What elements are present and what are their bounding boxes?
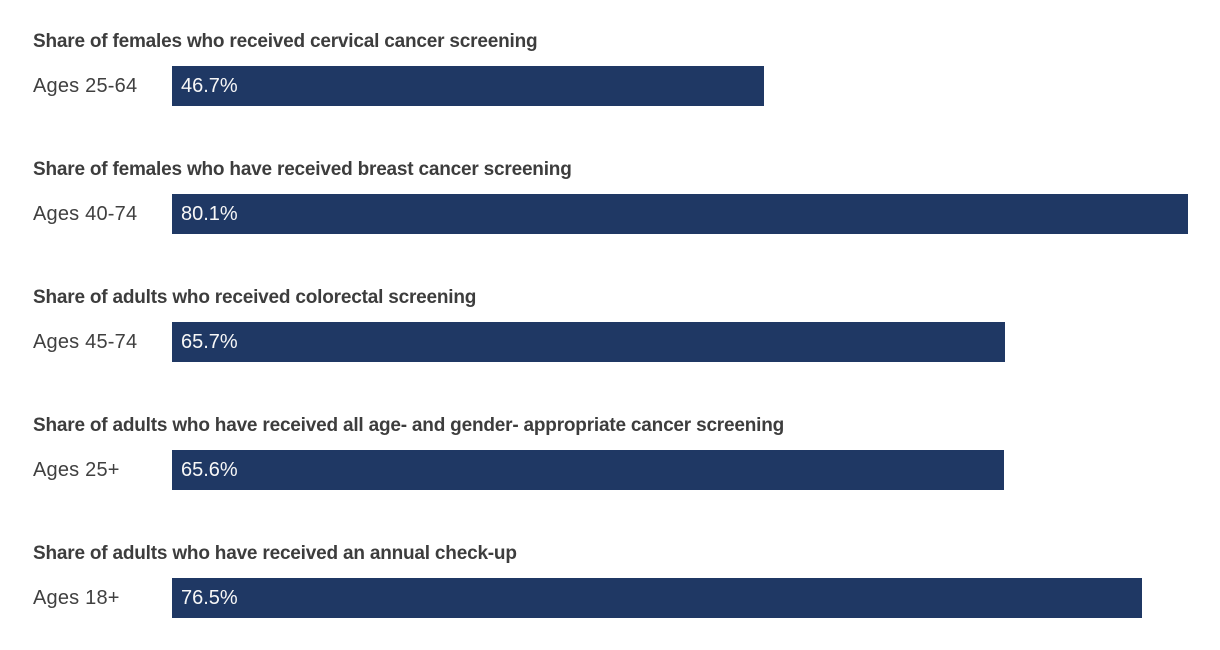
bar-value-label: 76.5% (181, 586, 238, 609)
section-all-cancer-screening: Share of adults who have received all ag… (33, 414, 1220, 490)
age-group-label: Ages 40-74 (33, 202, 138, 225)
bar: 65.7% (172, 322, 1005, 362)
bar-value-label: 80.1% (181, 202, 238, 225)
metric-title: Share of females who have received breas… (33, 159, 572, 180)
metric-title: Share of adults who have received an ann… (33, 543, 517, 564)
section-colorectal-screening: Share of adults who received colorectal … (33, 286, 1220, 362)
metric-title: Share of adults who have received all ag… (33, 415, 785, 436)
metric-title: Share of adults who received colorectal … (33, 287, 477, 308)
metric-title: Share of females who received cervical c… (33, 31, 538, 52)
age-group-label: Ages 25+ (33, 458, 120, 481)
age-group-label: Ages 18+ (33, 586, 120, 609)
section-cervical-screening: Share of females who received cervical c… (33, 30, 1220, 106)
section-annual-checkup: Share of adults who have received an ann… (33, 542, 1220, 618)
bar: 76.5% (172, 578, 1142, 618)
bar-row: Ages 25-64 46.7% (33, 66, 1220, 106)
bar-row: Ages 18+ 76.5% (33, 578, 1220, 618)
bar-value-label: 65.7% (181, 330, 238, 353)
age-group-label: Ages 25-64 (33, 74, 138, 97)
bar: 80.1% (172, 194, 1188, 234)
bar-row: Ages 25+ 65.6% (33, 450, 1220, 490)
bar-row: Ages 40-74 80.1% (33, 194, 1220, 234)
age-group-label: Ages 45-74 (33, 330, 138, 353)
bar-value-label: 46.7% (181, 74, 238, 97)
bar: 46.7% (172, 66, 764, 106)
bar-value-label: 65.6% (181, 458, 238, 481)
screening-bar-chart: Share of females who received cervical c… (33, 30, 1220, 618)
section-breast-screening: Share of females who have received breas… (33, 158, 1220, 234)
bar-row: Ages 45-74 65.7% (33, 322, 1220, 362)
bar: 65.6% (172, 450, 1004, 490)
